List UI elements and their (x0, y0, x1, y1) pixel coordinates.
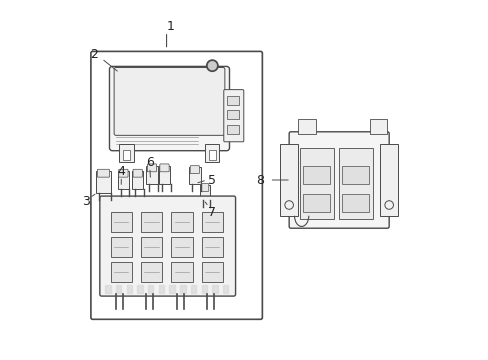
Bar (226, 125, 239, 134)
Bar (303, 166, 329, 184)
Bar (141, 212, 162, 232)
Bar (201, 262, 223, 282)
Bar (171, 262, 192, 282)
Bar (110, 237, 132, 257)
Bar (110, 262, 132, 282)
Text: 7: 7 (208, 206, 216, 219)
Bar (141, 262, 162, 282)
Text: 2: 2 (90, 49, 98, 62)
Bar (146, 166, 157, 184)
Bar (119, 144, 134, 162)
Bar (96, 171, 110, 193)
FancyBboxPatch shape (288, 132, 388, 228)
FancyBboxPatch shape (97, 169, 109, 177)
FancyBboxPatch shape (114, 67, 224, 135)
Bar (205, 144, 219, 162)
Text: 6: 6 (145, 156, 153, 168)
FancyBboxPatch shape (224, 90, 244, 142)
Circle shape (207, 61, 217, 70)
Bar (132, 171, 143, 189)
Bar (110, 212, 132, 232)
Bar (201, 212, 223, 232)
Text: 5: 5 (208, 174, 216, 186)
FancyBboxPatch shape (160, 164, 169, 172)
Bar (171, 237, 192, 257)
Bar (201, 237, 223, 257)
FancyBboxPatch shape (133, 169, 142, 177)
Bar (159, 166, 170, 184)
Bar (303, 194, 329, 212)
Text: 4: 4 (117, 165, 125, 177)
Bar (226, 96, 239, 105)
FancyBboxPatch shape (201, 184, 208, 192)
Text: 1: 1 (166, 20, 174, 33)
Bar (369, 119, 386, 134)
Bar (200, 185, 209, 200)
Bar (171, 212, 192, 232)
Bar (299, 148, 333, 219)
Bar (342, 166, 368, 184)
Bar (189, 167, 200, 184)
Text: 3: 3 (81, 195, 89, 208)
Bar (380, 144, 397, 216)
Bar (141, 237, 162, 257)
Bar (298, 119, 315, 134)
FancyBboxPatch shape (100, 196, 235, 296)
Bar (123, 150, 130, 160)
Bar (208, 150, 216, 160)
FancyBboxPatch shape (119, 169, 128, 177)
Bar (338, 148, 372, 219)
FancyBboxPatch shape (190, 166, 199, 174)
Bar (118, 171, 129, 189)
Bar (342, 194, 368, 212)
Circle shape (205, 59, 218, 72)
Text: 8: 8 (256, 174, 264, 186)
FancyBboxPatch shape (109, 66, 229, 151)
Bar (280, 144, 298, 216)
FancyBboxPatch shape (147, 164, 156, 172)
Bar (226, 111, 239, 119)
